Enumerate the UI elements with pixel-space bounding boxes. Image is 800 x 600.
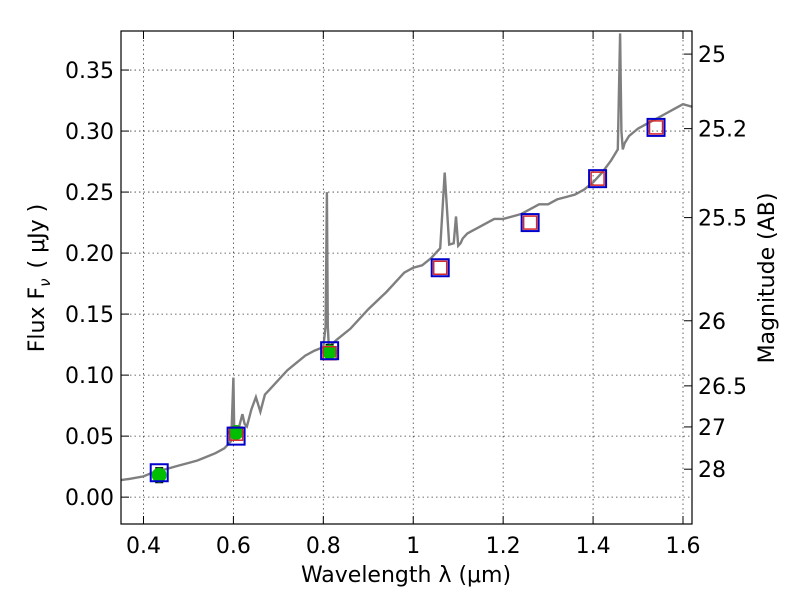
model-photometry-point: [432, 260, 448, 275]
x-tick-label: 1.6: [666, 534, 701, 559]
x-tick-label: 1.2: [486, 534, 521, 559]
y-tick-label: 0.00: [65, 486, 114, 511]
y-tick-label: 0.25: [65, 181, 114, 206]
filter-flux-box: [430, 258, 450, 278]
y-tick-label: 0.10: [65, 364, 114, 389]
y-tick-label: 0.30: [65, 120, 114, 145]
model-photometry-point: [522, 215, 538, 230]
y-tick-label: 0.35: [65, 59, 114, 84]
y-axis-label: Flux Fν ( μJy ): [25, 204, 54, 352]
right-axis-label: Magnitude (AB): [755, 193, 780, 364]
right-tick-label: 27: [698, 416, 726, 441]
filter-flux-box: [646, 117, 666, 137]
x-tick-label: 0.8: [306, 534, 341, 559]
right-tick-label: 25.5: [698, 207, 747, 232]
filter-flux-box: [588, 169, 608, 189]
axes-frame: [120, 30, 693, 525]
right-tick-label: 28: [698, 458, 726, 483]
x-tick-label: 0.4: [126, 534, 161, 559]
y-axis-label-subscript: ν: [36, 278, 54, 286]
y-tick-label: 0.05: [65, 425, 114, 450]
y-axis-label-unit: ( μJy ): [25, 204, 50, 269]
tick-marks-and-labels: 0.4 0.6 0.8 1 1.2 1.4 1.6 0.00 0.05 0.10 0.15 0.20 0…: [65, 31, 747, 559]
filter-flux-box: [226, 426, 246, 446]
y-axis-label-main: Flux F: [25, 287, 50, 352]
x-tick-label: 0.6: [216, 534, 251, 559]
x-tick-label: 1: [406, 534, 420, 559]
observed-point: [151, 467, 167, 483]
y-axis-label-group: Flux Fν ( μJy ): [25, 204, 54, 352]
model-photometry-point: [648, 120, 664, 135]
x-axis-label: Wavelength λ (μm): [301, 563, 511, 588]
y-tick-label: 0.20: [65, 242, 114, 267]
right-tick-label: 25: [698, 43, 726, 68]
grid-lines: [121, 31, 692, 524]
filter-flux-box: [149, 463, 169, 483]
photometry-markers: [149, 117, 666, 484]
model-spectrum-line: [121, 33, 692, 482]
y-tick-label: 0.15: [65, 303, 114, 328]
filter-flux-box: [520, 213, 540, 233]
right-tick-label: 25.2: [698, 118, 747, 143]
model-spectrum-layer: [121, 33, 692, 482]
filter-flux-box: [320, 341, 340, 361]
x-tick-label: 1.4: [576, 534, 611, 559]
right-tick-label: 26: [698, 310, 726, 335]
plot-frame: [120, 30, 693, 525]
right-tick-label: 26.5: [698, 375, 747, 400]
model-photometry-point: [590, 171, 605, 186]
